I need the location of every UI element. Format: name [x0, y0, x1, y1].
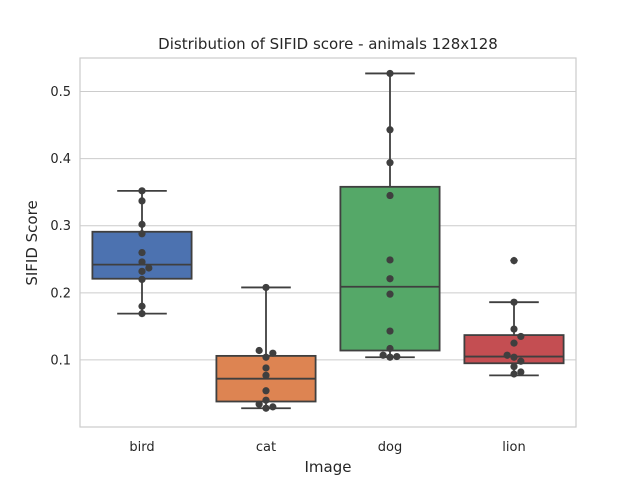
x-tick-label: dog — [378, 440, 402, 455]
data-point-bird — [145, 264, 153, 272]
plot-frame — [79, 57, 577, 428]
data-point-cat — [262, 387, 270, 395]
data-point-cat — [262, 396, 270, 404]
x-axis-label: Image — [305, 458, 352, 476]
x-tick-label: cat — [256, 440, 276, 455]
data-point-bird — [138, 187, 146, 195]
data-point-cat — [269, 403, 277, 411]
data-point-bird — [138, 267, 146, 275]
data-point-dog — [386, 344, 394, 353]
data-point-dog — [386, 69, 394, 78]
data-point-cat — [255, 346, 263, 355]
y-tick-label: 0.2 — [50, 286, 71, 301]
box-dog — [339, 72, 441, 359]
data-point-lion — [510, 353, 518, 361]
x-tick-label: lion — [502, 440, 525, 455]
data-point-dog — [386, 353, 394, 361]
x-tick-labels: bird cat dog lion — [129, 440, 525, 455]
data-point-bird — [138, 248, 146, 257]
data-point-cat — [262, 364, 270, 372]
data-point-lion — [510, 325, 518, 333]
data-point-dog — [386, 327, 394, 335]
data-point-dog — [379, 351, 387, 359]
data-point-cat — [262, 283, 270, 292]
data-point-cat — [262, 371, 270, 379]
data-point-bird — [138, 230, 146, 238]
data-point-lion — [517, 332, 525, 341]
data-point-dog — [386, 290, 394, 298]
data-point-bird — [138, 310, 146, 318]
y-tick-label: 0.1 — [50, 353, 71, 368]
data-point-lion — [510, 298, 518, 306]
y-axis-label: SIFID Score — [23, 200, 41, 285]
data-point-dog — [386, 126, 394, 134]
chart-title: Distribution of SIFID score - animals 12… — [158, 35, 498, 53]
y-tick-label: 0.5 — [50, 85, 71, 100]
data-point-bird — [138, 275, 146, 283]
data-point-cat — [255, 400, 263, 408]
y-tick-labels: 0.1 0.2 0.3 0.4 0.5 — [50, 85, 71, 368]
data-point-dog — [386, 191, 394, 200]
data-point-lion — [510, 257, 518, 265]
y-tick-label: 0.4 — [50, 152, 71, 167]
data-point-lion — [517, 368, 525, 376]
data-point-lion — [510, 363, 518, 371]
box-iqr — [339, 185, 441, 352]
data-point-dog — [393, 352, 401, 361]
data-point-cat — [262, 404, 270, 412]
boxes — [91, 72, 565, 410]
data-point-cat — [262, 353, 270, 361]
data-point-lion — [503, 351, 511, 359]
data-point-lion — [517, 357, 525, 365]
y-tick-label: 0.3 — [50, 219, 71, 234]
gridlines — [80, 91, 576, 361]
data-point-lion — [510, 370, 518, 378]
data-point-dog — [386, 275, 394, 283]
data-point-bird — [138, 302, 146, 310]
data-point-lion — [510, 339, 518, 347]
data-point-bird — [138, 220, 146, 228]
data-point-bird — [138, 197, 146, 205]
data-point-bird — [138, 258, 146, 266]
data-point-dog — [386, 159, 394, 167]
data-point-cat — [269, 349, 277, 357]
data-point-dog — [386, 256, 394, 264]
x-tick-label: bird — [129, 440, 154, 455]
data-points — [138, 69, 525, 412]
